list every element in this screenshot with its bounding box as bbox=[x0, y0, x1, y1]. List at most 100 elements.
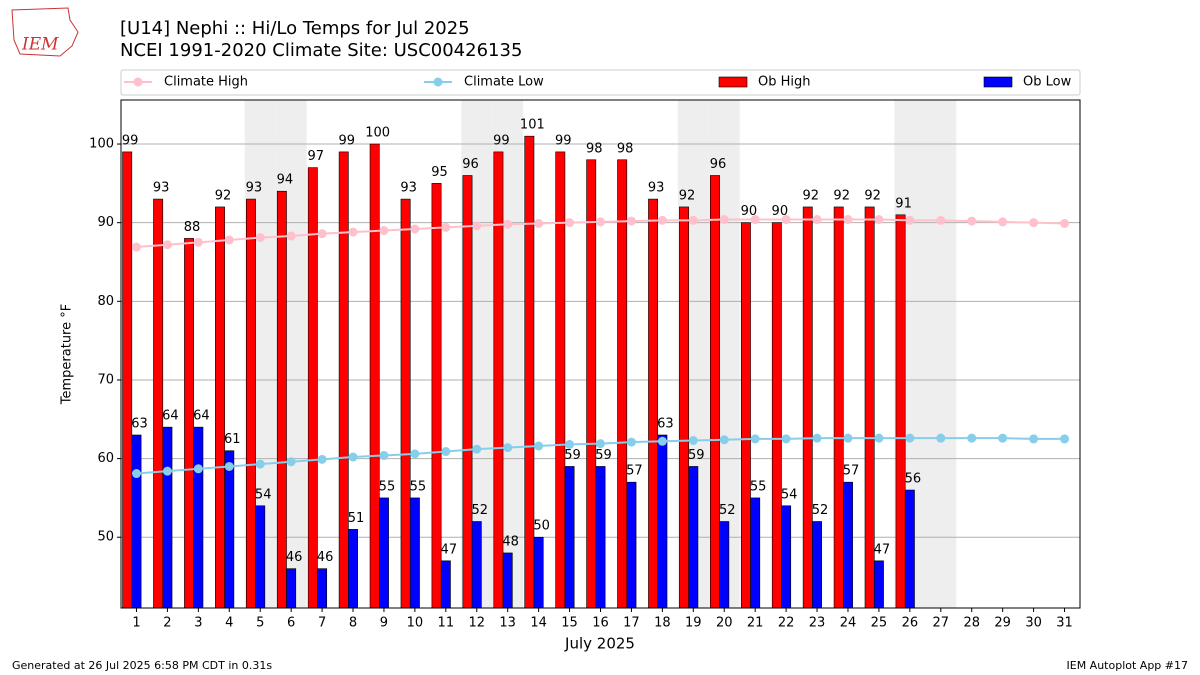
shaded-band bbox=[925, 100, 957, 608]
data-label: 64 bbox=[162, 409, 179, 424]
data-label: 57 bbox=[626, 464, 643, 479]
y-tick-label: 50 bbox=[97, 530, 114, 545]
data-label: 52 bbox=[812, 503, 829, 518]
line-point bbox=[626, 437, 636, 447]
data-label: 92 bbox=[802, 188, 819, 203]
line-point bbox=[1029, 218, 1039, 228]
x-tick-label: 12 bbox=[468, 616, 485, 631]
data-label: 90 bbox=[772, 204, 789, 219]
bar bbox=[719, 521, 730, 609]
bar bbox=[400, 198, 411, 609]
line-point bbox=[162, 466, 172, 476]
bar bbox=[679, 206, 689, 609]
data-label: 55 bbox=[410, 479, 427, 494]
line-point bbox=[472, 444, 482, 454]
legend-label: Climate Low bbox=[464, 75, 544, 90]
line-point bbox=[565, 439, 575, 449]
data-label: 98 bbox=[586, 141, 603, 156]
data-label: 47 bbox=[441, 542, 458, 557]
x-tick-label: 23 bbox=[809, 616, 826, 631]
data-label: 59 bbox=[595, 448, 612, 463]
data-label: 99 bbox=[493, 133, 510, 148]
line-point bbox=[874, 215, 884, 225]
data-label: 98 bbox=[617, 141, 634, 156]
line-point bbox=[905, 215, 915, 225]
bar bbox=[812, 521, 822, 609]
data-label: 99 bbox=[555, 133, 572, 148]
chart-subtitle: NCEI 1991-2020 Climate Site: USC00426135 bbox=[120, 40, 522, 61]
bar bbox=[215, 206, 225, 609]
line-point bbox=[657, 436, 667, 446]
data-label: 61 bbox=[224, 432, 241, 447]
x-tick-label: 10 bbox=[407, 616, 424, 631]
bar bbox=[833, 206, 844, 609]
x-tick-label: 29 bbox=[994, 616, 1011, 631]
bar bbox=[771, 222, 782, 609]
line-point bbox=[719, 435, 729, 445]
line-point bbox=[410, 449, 420, 459]
bar bbox=[369, 143, 380, 609]
y-tick-label: 60 bbox=[97, 451, 114, 466]
data-label: 55 bbox=[750, 479, 767, 494]
bar bbox=[802, 206, 813, 609]
line-point bbox=[719, 215, 729, 225]
bar bbox=[502, 552, 513, 609]
bar bbox=[595, 466, 606, 609]
chart-title: [U14] Nephi :: Hi/Lo Temps for Jul 2025 bbox=[120, 18, 470, 39]
legend-marker bbox=[433, 77, 443, 87]
bar bbox=[153, 198, 164, 609]
x-tick-label: 16 bbox=[592, 616, 609, 631]
line-point bbox=[224, 235, 234, 245]
x-tick-label: 22 bbox=[778, 616, 795, 631]
bar bbox=[462, 175, 473, 609]
data-label: 63 bbox=[131, 416, 148, 431]
data-label: 46 bbox=[286, 550, 303, 565]
x-tick-label: 8 bbox=[349, 616, 357, 631]
line-point bbox=[193, 464, 203, 474]
data-label: 92 bbox=[215, 188, 232, 203]
legend bbox=[120, 69, 1081, 96]
line-point bbox=[750, 434, 760, 444]
line-point bbox=[410, 224, 420, 234]
line-point bbox=[317, 454, 327, 464]
line-point bbox=[193, 237, 203, 247]
x-tick-label: 6 bbox=[287, 616, 295, 631]
bar bbox=[895, 214, 906, 609]
x-tick-label: 25 bbox=[871, 616, 888, 631]
line-point bbox=[843, 433, 853, 443]
bar bbox=[245, 198, 256, 609]
x-axis-label: July 2025 bbox=[564, 635, 635, 653]
line-point bbox=[874, 433, 884, 443]
x-tick-label: 21 bbox=[747, 616, 764, 631]
line-point bbox=[781, 215, 791, 225]
line-point bbox=[967, 433, 977, 443]
data-label: 99 bbox=[338, 133, 355, 148]
line-point bbox=[936, 433, 946, 443]
data-label: 54 bbox=[781, 487, 798, 502]
x-tick-label: 1 bbox=[132, 616, 140, 631]
x-tick-label: 17 bbox=[623, 616, 640, 631]
data-label: 93 bbox=[153, 181, 170, 196]
line-point bbox=[317, 229, 327, 239]
bar bbox=[533, 536, 544, 609]
line-point bbox=[812, 215, 822, 225]
data-label: 50 bbox=[533, 519, 550, 534]
data-label: 92 bbox=[833, 188, 850, 203]
bar bbox=[586, 159, 597, 609]
line-point bbox=[781, 434, 791, 444]
x-tick-label: 2 bbox=[163, 616, 171, 631]
legend-swatch bbox=[983, 76, 1013, 88]
line-point bbox=[998, 433, 1008, 443]
logo: IEM bbox=[21, 35, 59, 55]
bar bbox=[617, 159, 628, 609]
data-label: 63 bbox=[657, 416, 674, 431]
bar bbox=[224, 450, 235, 609]
bar bbox=[317, 568, 328, 609]
bar bbox=[873, 560, 884, 609]
data-label: 54 bbox=[255, 487, 272, 502]
x-tick-label: 27 bbox=[933, 616, 950, 631]
line-point bbox=[750, 215, 760, 225]
line-point bbox=[1060, 218, 1070, 228]
bar bbox=[348, 529, 358, 609]
